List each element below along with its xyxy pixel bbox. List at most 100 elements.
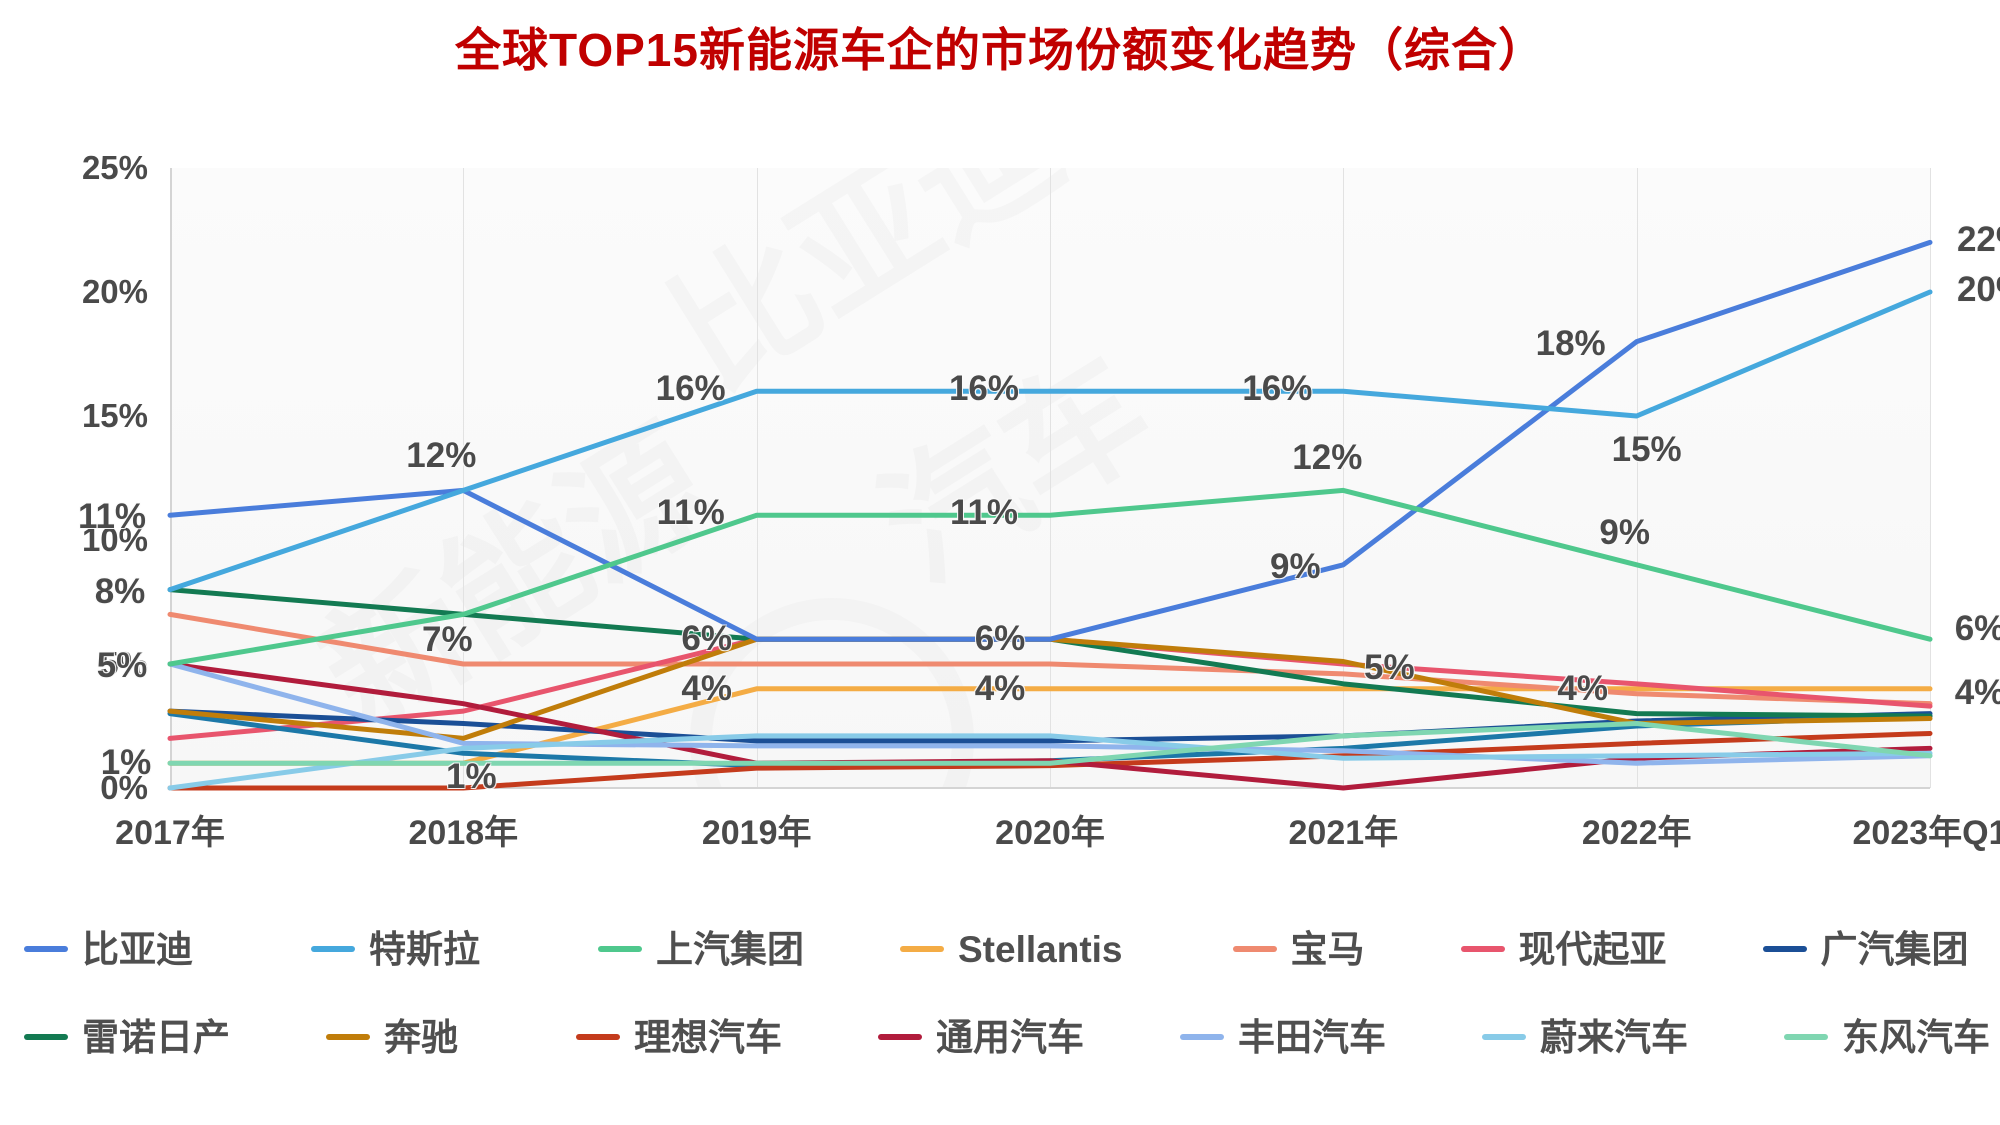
data-point-label: 11% [77,497,147,537]
data-point-label: 7% [422,620,473,660]
data-point-label: 8% [94,571,146,611]
legend-item-label: 特斯拉 [369,928,480,970]
legend-line-icon [1762,946,1807,952]
series-line [167,721,1933,766]
legend-item-通用汽车[interactable]: 通用汽车 [878,1019,1084,1056]
legend-item-特斯拉[interactable]: 特斯拉 [311,931,480,968]
legend-line-icon [1232,946,1277,952]
legend-line-icon [900,946,944,952]
legend-item-东风汽车[interactable]: 东风汽车 [1784,1019,1990,1056]
legend-item-label: 理想汽车 [634,1016,782,1058]
gridline [1343,168,1345,788]
legend-item-label: 通用汽车 [936,1016,1084,1058]
data-point-label: 16% [1242,369,1313,409]
legend-item-label: 雷诺日产 [82,1016,230,1058]
legend-line-icon [576,1034,620,1040]
series-line [167,487,1933,667]
data-point-label: 5% [96,646,148,685]
data-point-label: 6% [974,619,1026,659]
legend-item-label: 蔚来汽车 [1540,1016,1688,1058]
legend-item-label: Stellantis [958,928,1123,970]
legend-item-丰田汽车[interactable]: 丰田汽车 [1180,1019,1386,1056]
data-point-label: 1% [446,757,497,797]
legend-item-蔚来汽车[interactable]: 蔚来汽车 [1482,1019,1688,1056]
legend-item-label: 比亚迪 [82,928,193,970]
series-line [167,661,1933,766]
data-point-label: 4% [1557,668,1608,708]
legend-line-icon [1180,1034,1224,1040]
data-point-label: 18% [1535,323,1606,363]
legend-row: 比亚迪特斯拉上汽集团Stellantis宝马现代起亚广汽集团长安汽车 [24,905,1976,993]
legend-line-icon [24,946,68,952]
legend-item-label: 东风汽车 [1842,1016,1990,1058]
legend-item-现代起亚[interactable]: 现代起亚 [1460,928,1667,970]
legend-item-Stellantis[interactable]: Stellantis [900,931,1123,968]
legend-line-icon [24,1034,68,1040]
legend-item-label: 奔驰 [384,1016,458,1058]
data-point-label: 20% [1956,270,2000,309]
data-point-label: 4% [1954,672,2000,712]
x-axis [170,787,1930,789]
x-axis-tick-label: 2017年 [115,814,225,852]
legend-item-雷诺日产[interactable]: 雷诺日产 [24,1019,230,1056]
data-point-label: 11% [949,493,1019,533]
gridline [1050,168,1051,788]
data-point-label: 6% [681,619,732,659]
legend-item-label: 丰田汽车 [1238,1016,1386,1058]
x-axis-tick-label: 2020年 [995,814,1105,852]
data-point-label: 12% [1292,438,1363,478]
data-point-label: 6% [1954,609,2000,649]
data-point-label: 5% [1364,648,1415,687]
legend-line-icon [326,1034,370,1040]
gridline [463,168,465,788]
y-axis-tick-label: 5% [100,645,148,682]
legend-item-奔驰[interactable]: 奔驰 [326,1019,458,1056]
legend-item-理想汽车[interactable]: 理想汽车 [576,1019,782,1056]
x-axis-tick-label: 2019年 [701,814,812,852]
legend-item-比亚迪[interactable]: 比亚迪 [24,931,193,968]
data-point-label: 16% [655,369,726,409]
legend-line-icon [598,946,642,952]
y-axis-tick-label: 10% [81,521,148,558]
series-lines [167,239,1933,791]
gridline [756,168,758,788]
legend-item-label: 广汽集团 [1820,928,1969,970]
data-point-label: 15% [1611,430,1682,469]
legend-item-广汽集团[interactable]: 广汽集团 [1762,928,1969,970]
y-axis-tick-label: 0% [100,769,148,806]
legend: 比亚迪特斯拉上汽集团Stellantis宝马现代起亚广汽集团长安汽车雷诺日产奔驰… [0,905,2000,1081]
legend-item-label: 现代起亚 [1518,928,1667,970]
legend-item-label: 上汽集团 [656,928,804,970]
series-line [167,611,1933,707]
y-axis-tick-label: 20% [81,273,148,310]
legend-item-宝马[interactable]: 宝马 [1232,928,1365,970]
legend-row: 雷诺日产 奔驰 理想汽车 通用汽车 丰田汽车 蔚来汽车 东风汽车 [24,993,1990,1081]
legend-line-icon [1784,1034,1828,1040]
data-point-label: 11% [656,493,725,533]
page-title: 全球TOP15新能源车企的市场份额变化趋势（综合） [455,24,1545,76]
data-point-label: 1% [100,743,152,783]
y-axis [170,168,172,788]
data-point-label: 16% [948,369,1020,409]
y-axis-tick-label: 15% [81,397,148,434]
legend-line-icon [1460,946,1505,952]
legend-line-icon [1482,1034,1526,1040]
x-axis-tick-label: 2022年 [1581,814,1692,852]
series-line [167,289,1933,593]
data-point-label: 4% [681,668,732,708]
x-axis-tick-label: 2021年 [1288,814,1399,852]
x-axis-tick-label: 2023年Q1 [1852,814,2000,852]
data-point-label: 9% [1599,512,1650,552]
y-axis-tick-label: 25% [81,149,148,186]
data-point-label: 22% [1956,220,2000,260]
x-axis-tick-label: 2018年 [408,814,519,852]
legend-item-label: 宝马 [1290,928,1365,970]
legend-line-icon [878,1034,922,1040]
legend-item-上汽集团[interactable]: 上汽集团 [598,931,804,968]
gridline [1930,168,1931,788]
data-point-label: 4% [974,668,1026,708]
data-point-label: 9% [1270,546,1321,586]
data-point-label: 12% [406,436,477,476]
series-line [167,733,1933,791]
